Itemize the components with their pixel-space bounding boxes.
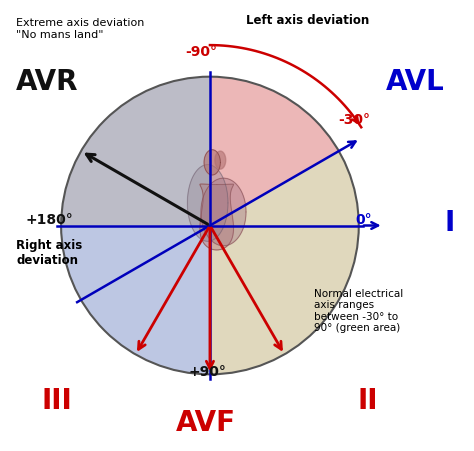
Polygon shape xyxy=(201,178,246,246)
Text: -90°: -90° xyxy=(185,45,217,59)
Text: III: III xyxy=(41,387,72,415)
Polygon shape xyxy=(200,184,234,250)
Text: Left axis deviation: Left axis deviation xyxy=(246,14,369,27)
Polygon shape xyxy=(204,150,220,175)
Text: I: I xyxy=(445,209,455,237)
Text: +180°: +180° xyxy=(25,212,73,227)
Text: AVF: AVF xyxy=(175,410,236,437)
Text: Normal electrical
axis ranges
between -30° to
90° (green area): Normal electrical axis ranges between -3… xyxy=(314,289,403,333)
Polygon shape xyxy=(215,151,226,169)
Wedge shape xyxy=(210,77,339,226)
Wedge shape xyxy=(61,77,210,226)
Wedge shape xyxy=(61,226,210,374)
Text: AVR: AVR xyxy=(16,68,79,96)
Text: +90°: +90° xyxy=(189,365,227,379)
Text: 0°: 0° xyxy=(356,212,372,227)
Text: Right axis
deviation: Right axis deviation xyxy=(16,239,82,267)
Text: AVL: AVL xyxy=(386,68,445,96)
Text: Extreme axis deviation
"No mans land": Extreme axis deviation "No mans land" xyxy=(16,18,145,40)
Polygon shape xyxy=(187,165,228,241)
Text: -30°: -30° xyxy=(338,112,371,127)
Wedge shape xyxy=(210,151,359,374)
Text: II: II xyxy=(357,387,378,415)
